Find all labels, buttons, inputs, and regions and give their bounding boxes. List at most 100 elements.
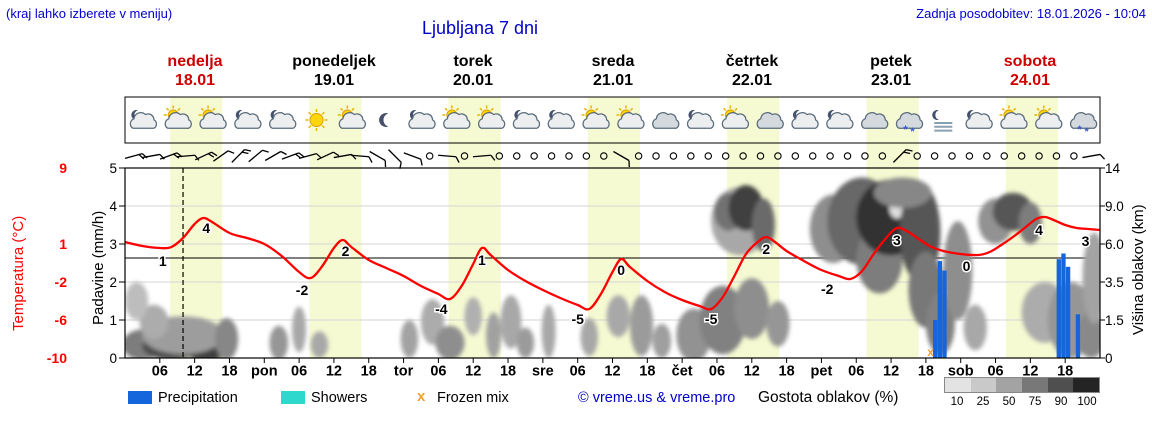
wind-barb bbox=[194, 151, 218, 161]
calm-wind-marker bbox=[495, 152, 504, 160]
x-axis-tick-label: 12 bbox=[744, 364, 760, 380]
day-date: 24.01 bbox=[1009, 72, 1051, 89]
cloud-height-tick-label: 14 bbox=[1105, 161, 1121, 176]
moon-cloud-icon bbox=[965, 110, 993, 129]
x-axis-tick-label: 18 bbox=[1057, 364, 1073, 380]
temperature-axis-label: Temperatura (°C) bbox=[10, 215, 27, 331]
cloud-snow-icon: * * bbox=[1069, 112, 1098, 138]
temperature-label: -5 bbox=[571, 311, 584, 327]
calm-wind-marker bbox=[913, 152, 921, 160]
wind-barb bbox=[369, 150, 387, 168]
temperature-curve bbox=[125, 215, 1100, 311]
wind-barb bbox=[248, 149, 269, 163]
day-header-sunday: nedelja 18.01 bbox=[125, 52, 265, 90]
calm-wind-marker bbox=[791, 152, 800, 160]
day-name: petek bbox=[870, 53, 912, 70]
x-axis-tick-label: 18 bbox=[221, 364, 237, 380]
x-axis-tick-label: 12 bbox=[883, 364, 899, 380]
moon-cloud-icon bbox=[512, 110, 541, 129]
copyright-link[interactable]: © vreme.us & vreme.pro bbox=[578, 390, 736, 406]
wind-barb bbox=[298, 153, 322, 159]
x-axis-tick-label: 12 bbox=[187, 364, 203, 380]
day-name: nedelja bbox=[167, 53, 223, 70]
cloud-icon bbox=[652, 112, 680, 129]
calm-wind-marker bbox=[669, 152, 678, 160]
x-axis-tick-label: 18 bbox=[639, 364, 655, 380]
day-name: torek bbox=[453, 53, 493, 70]
sun-cloud-icon bbox=[198, 105, 227, 129]
calm-wind-marker bbox=[948, 152, 956, 160]
frozen-mix-legend-marker: x bbox=[417, 388, 426, 405]
calm-wind-marker bbox=[721, 152, 730, 160]
frozen-mix-marker: x bbox=[927, 345, 934, 359]
svg-text:*: * bbox=[903, 124, 908, 136]
temperature-label: 0 bbox=[617, 262, 625, 278]
x-axis-tick-label: 18 bbox=[779, 364, 795, 380]
x-axis-tick-label: pet bbox=[811, 364, 833, 380]
wind-barb bbox=[316, 151, 340, 161]
cloud-density-scale-segment bbox=[1073, 378, 1100, 392]
day-name: ponedeljek bbox=[292, 53, 376, 70]
day-header-friday: petek 23.01 bbox=[821, 52, 961, 90]
precipitation-legend-label: Precipitation bbox=[158, 390, 238, 406]
wind-barb bbox=[281, 152, 305, 160]
cloud-height-tick-label: 0 bbox=[1105, 351, 1113, 366]
calm-wind-marker bbox=[739, 152, 747, 160]
temperature-tick-label: -2 bbox=[55, 274, 68, 290]
calm-wind-marker bbox=[704, 152, 713, 160]
showers-legend-label: Showers bbox=[311, 390, 368, 406]
cloud-density-scale-segment bbox=[996, 378, 1023, 392]
x-axis-tick-label: 18 bbox=[361, 364, 377, 380]
wind-barb bbox=[1082, 153, 1106, 160]
precipitation-tick-label: 5 bbox=[109, 161, 117, 176]
menu-hint-text: (kraj lahko izberete v meniju) bbox=[6, 6, 173, 21]
day-date: 19.01 bbox=[313, 72, 355, 89]
calm-wind-marker bbox=[808, 152, 817, 160]
sun-cloud-icon bbox=[442, 105, 471, 129]
sun-cloud-icon bbox=[581, 105, 610, 129]
x-axis-tick-label: 06 bbox=[291, 364, 307, 380]
temperature-label: -2 bbox=[821, 281, 834, 297]
day-header-monday: ponedeljek 19.01 bbox=[264, 52, 404, 90]
wind-barb bbox=[213, 150, 235, 162]
cloud-density-scale-label: 90 bbox=[1054, 396, 1068, 408]
showers-legend-swatch bbox=[281, 391, 305, 404]
calm-wind-marker bbox=[547, 152, 556, 160]
x-axis-tick-label: sob bbox=[948, 364, 974, 380]
precipitation-tick-label: 4 bbox=[109, 199, 117, 214]
x-axis-tick-label: 06 bbox=[570, 364, 586, 380]
day-date: 20.01 bbox=[452, 72, 494, 89]
wind-barb bbox=[472, 154, 496, 161]
calm-wind-marker bbox=[460, 152, 469, 160]
cloud-height-tick-label: 6.0 bbox=[1105, 237, 1124, 252]
x-axis-tick-label: 06 bbox=[430, 364, 446, 380]
temperature-label: 1 bbox=[159, 253, 167, 269]
precipitation-tick-label: 1 bbox=[109, 313, 117, 328]
cloud-density-scale-segment bbox=[1047, 378, 1074, 392]
temperature-label: 4 bbox=[1035, 222, 1043, 238]
x-axis-tick-label: 18 bbox=[500, 364, 516, 380]
cloud-density-scale-label: 25 bbox=[976, 396, 990, 408]
wind-barb bbox=[176, 154, 200, 161]
sun-cloud-icon bbox=[1034, 105, 1063, 129]
cloud-icon bbox=[756, 112, 784, 129]
svg-text:*: * bbox=[1084, 126, 1089, 138]
cloud-density-scale-segment bbox=[945, 378, 971, 392]
wind-barbs-row bbox=[124, 149, 1106, 169]
precipitation-tick-label: 2 bbox=[109, 275, 117, 290]
wind-barb bbox=[124, 153, 148, 160]
calm-wind-marker bbox=[652, 152, 660, 160]
day-date: 18.01 bbox=[174, 72, 216, 89]
x-axis-tick-label: 12 bbox=[326, 364, 342, 380]
temperature-label: 2 bbox=[762, 241, 770, 257]
sun-cloud-icon bbox=[163, 105, 192, 129]
calm-wind-marker bbox=[1070, 152, 1078, 160]
cloud-density-legend-title: Gostota oblakov (%) bbox=[758, 389, 899, 406]
precipitation-bars bbox=[933, 253, 1081, 358]
moon-cloud-icon bbox=[791, 110, 819, 129]
cloud-icon bbox=[861, 112, 889, 129]
calm-wind-marker bbox=[1000, 152, 1008, 160]
moon-cloud-icon bbox=[408, 110, 436, 129]
